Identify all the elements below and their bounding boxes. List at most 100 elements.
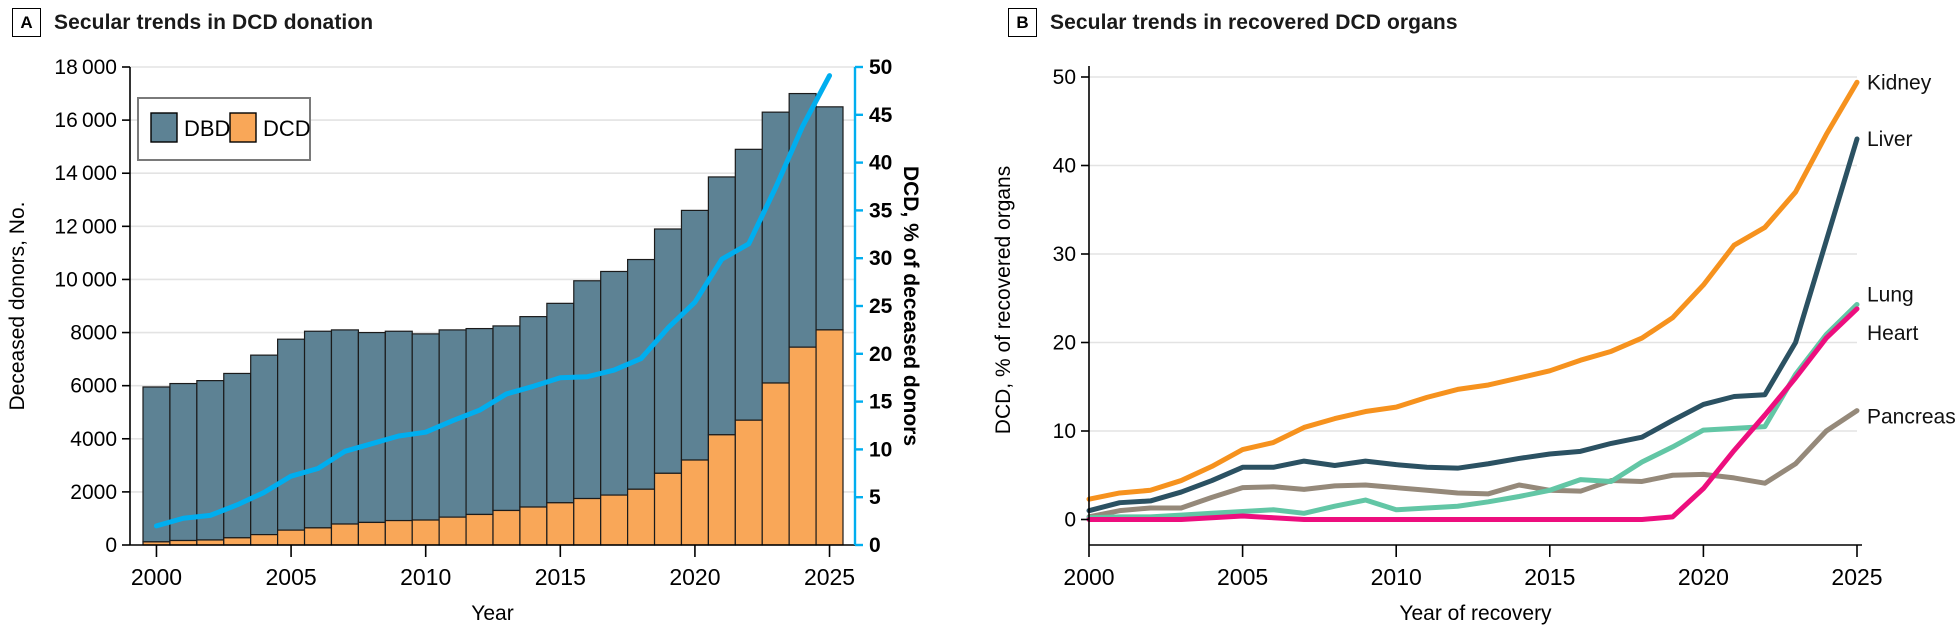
svg-text:2000: 2000 <box>131 564 182 590</box>
dbd-bar <box>223 372 252 539</box>
panel-a-y-left-axis-label: Deceased donors, No. <box>6 202 29 411</box>
dcd-bar <box>277 529 306 546</box>
liver-line <box>1086 136 1860 514</box>
svg-text:20: 20 <box>1053 332 1076 355</box>
panel-b-y-axis-label: DCD, % of recovered organs <box>992 166 1015 434</box>
dbd-bar <box>788 92 817 348</box>
heart-line <box>1086 306 1860 522</box>
panel-b-x-axis-label: Year of recovery <box>1399 602 1552 625</box>
svg-text:0: 0 <box>1064 509 1076 532</box>
kidney-label: Kidney <box>1867 71 1932 94</box>
dcd-bar <box>519 506 548 546</box>
dcd-bar <box>788 346 817 546</box>
dcd-bar <box>492 509 521 546</box>
dcd-bar <box>573 497 602 546</box>
dbd-bar <box>519 316 548 508</box>
svg-text:40: 40 <box>869 152 892 175</box>
dbd-bar <box>734 148 763 421</box>
panel-a-x-axis-label: Year <box>471 602 513 625</box>
legend-swatch-dcd <box>229 112 257 143</box>
svg-text:2010: 2010 <box>1371 564 1422 590</box>
svg-text:0: 0 <box>105 534 117 557</box>
svg-text:10: 10 <box>869 438 892 461</box>
lung-label: Lung <box>1867 283 1914 306</box>
dbd-bar <box>465 327 494 516</box>
svg-text:18 000: 18 000 <box>54 56 117 79</box>
dcd-bar <box>761 382 790 546</box>
legend-label-dcd: DCD <box>263 116 311 141</box>
svg-text:8000: 8000 <box>70 322 117 345</box>
svg-text:12 000: 12 000 <box>54 215 117 238</box>
dcd-bar <box>411 519 440 546</box>
dcd-bar <box>627 488 656 546</box>
panel-a-chart: 0 2000 4000 6000 8000 10 000 12 000 14 000 16 00… <box>6 56 922 625</box>
dcd-percent-line <box>153 73 833 529</box>
panel-a-title: Secular trends in DCD donation <box>54 10 374 34</box>
dbd-bar <box>330 329 359 525</box>
dcd-bar <box>223 537 252 546</box>
dbd-bar <box>277 338 306 531</box>
svg-text:2010: 2010 <box>400 564 451 590</box>
panel-b-title: Secular trends in recovered DCD organs <box>1050 10 1458 34</box>
svg-text:16 000: 16 000 <box>54 109 117 132</box>
svg-text:20: 20 <box>869 343 892 366</box>
dbd-bar <box>492 325 521 512</box>
svg-text:45: 45 <box>869 104 893 127</box>
svg-text:10: 10 <box>1053 420 1076 443</box>
svg-text:2005: 2005 <box>1217 564 1268 590</box>
svg-text:2015: 2015 <box>1524 564 1575 590</box>
svg-text:2005: 2005 <box>265 564 316 590</box>
svg-text:5: 5 <box>869 486 881 509</box>
dbd-bar <box>600 270 629 496</box>
dcd-bar <box>303 527 333 546</box>
stacked-bars <box>142 92 844 546</box>
kidney-line <box>1086 79 1860 502</box>
svg-text:15: 15 <box>869 391 893 414</box>
dcd-bar <box>734 419 763 546</box>
svg-text:2025: 2025 <box>804 564 855 590</box>
panel-b-chart: Kidney Liver Pancreas Lung Heart 0 10 20 30 40 50 2… <box>992 66 1955 625</box>
liver-label: Liver <box>1867 128 1913 151</box>
dbd-bar <box>303 330 333 529</box>
dbd-bar <box>761 111 790 384</box>
pancreas-label: Pancreas <box>1867 406 1955 429</box>
svg-text:4000: 4000 <box>70 428 117 451</box>
svg-text:35: 35 <box>869 199 893 222</box>
dbd-bar <box>573 280 602 500</box>
dcd-bar <box>438 516 467 546</box>
svg-text:25: 25 <box>869 295 893 318</box>
dbd-bar <box>250 354 279 536</box>
panel-b-label: B <box>1008 8 1037 37</box>
svg-text:10 000: 10 000 <box>54 268 117 291</box>
panel-a-header: A Secular trends in DCD donation <box>12 8 373 37</box>
dcd-bar <box>707 434 736 546</box>
dbd-bar <box>384 330 413 522</box>
legend: DBD DCD <box>137 97 311 161</box>
dbd-bar <box>815 106 844 331</box>
svg-text:14 000: 14 000 <box>54 162 117 185</box>
dcd-bar <box>546 502 575 546</box>
svg-text:2025: 2025 <box>1831 564 1882 590</box>
legend-swatch-dbd <box>150 112 178 143</box>
dbd-bar <box>707 176 736 436</box>
panel-a-label: A <box>12 8 41 37</box>
svg-text:2000: 2000 <box>70 481 117 504</box>
dbd-bar <box>653 228 683 474</box>
svg-text:40: 40 <box>1053 155 1076 178</box>
svg-text:0: 0 <box>869 534 881 557</box>
dbd-bar <box>546 302 575 504</box>
dbd-bar <box>357 331 386 524</box>
svg-text:50: 50 <box>869 56 892 79</box>
panel-a-plot: 0 2000 4000 6000 8000 10 000 12 000 14 000 16 00… <box>6 56 922 625</box>
svg-text:2020: 2020 <box>1678 564 1729 590</box>
lung-line <box>1086 301 1860 521</box>
dcd-bar <box>680 459 709 546</box>
svg-text:50: 50 <box>1053 66 1076 89</box>
dcd-bar <box>600 494 629 546</box>
svg-text:30: 30 <box>869 247 892 270</box>
dcd-bar <box>653 472 683 546</box>
svg-text:2000: 2000 <box>1063 564 1114 590</box>
dcd-bar <box>357 521 386 546</box>
panel-a-y-right-axis-label: DCD, % of deceased donors <box>899 166 922 446</box>
